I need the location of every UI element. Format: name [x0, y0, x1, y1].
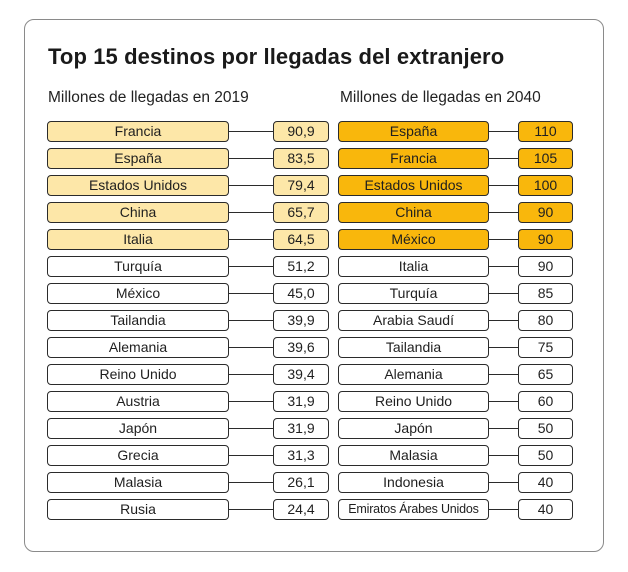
value-label: 50 [518, 418, 573, 439]
country-label: Italia [47, 229, 229, 250]
country-label: Reino Unido [338, 391, 489, 412]
connector-line [489, 482, 518, 483]
country-label: México [338, 229, 489, 250]
connector-line [489, 131, 518, 132]
value-label: 90,9 [273, 121, 329, 142]
connector-line [489, 266, 518, 267]
country-label: Reino Unido [47, 364, 229, 385]
value-label: 50 [518, 445, 573, 466]
value-label: 83,5 [273, 148, 329, 169]
value-label: 65 [518, 364, 573, 385]
value-label: 31,3 [273, 445, 329, 466]
country-label: Malasia [47, 472, 229, 493]
country-label: España [47, 148, 229, 169]
connector-line [229, 158, 273, 159]
country-label: Indonesia [338, 472, 489, 493]
connector-line [489, 374, 518, 375]
connector-line [489, 293, 518, 294]
value-label: 85 [518, 283, 573, 304]
value-label: 40 [518, 472, 573, 493]
country-label: España [338, 121, 489, 142]
value-label: 75 [518, 337, 573, 358]
connector-line [229, 185, 273, 186]
country-label: Arabia Saudí [338, 310, 489, 331]
country-label: Francia [338, 148, 489, 169]
country-label: Alemania [47, 337, 229, 358]
country-label: Rusia [47, 499, 229, 520]
connector-line [229, 347, 273, 348]
country-label: Austria [47, 391, 229, 412]
connector-line [489, 212, 518, 213]
value-label: 24,4 [273, 499, 329, 520]
subtitle-2040: Millones de llegadas en 2040 [340, 89, 541, 106]
value-label: 26,1 [273, 472, 329, 493]
value-label: 65,7 [273, 202, 329, 223]
subtitle-2019: Millones de llegadas en 2019 [48, 89, 249, 106]
value-label: 79,4 [273, 175, 329, 196]
value-label: 90 [518, 256, 573, 277]
value-label: 90 [518, 202, 573, 223]
connector-line [489, 509, 518, 510]
connector-line [489, 455, 518, 456]
value-label: 45,0 [273, 283, 329, 304]
connector-line [229, 320, 273, 321]
connector-line [229, 401, 273, 402]
value-label: 31,9 [273, 391, 329, 412]
value-label: 60 [518, 391, 573, 412]
connector-line [489, 347, 518, 348]
value-label: 110 [518, 121, 573, 142]
value-label: 31,9 [273, 418, 329, 439]
value-label: 64,5 [273, 229, 329, 250]
country-label: Estados Unidos [47, 175, 229, 196]
connector-line [489, 185, 518, 186]
connector-line [229, 131, 273, 132]
country-label: México [47, 283, 229, 304]
value-label: 51,2 [273, 256, 329, 277]
value-label: 40 [518, 499, 573, 520]
value-label: 39,6 [273, 337, 329, 358]
country-label: Turquía [338, 283, 489, 304]
connector-line [229, 428, 273, 429]
value-label: 80 [518, 310, 573, 331]
country-label: Tailandia [47, 310, 229, 331]
country-label: Tailandia [338, 337, 489, 358]
connector-line [229, 509, 273, 510]
connector-line [229, 455, 273, 456]
value-label: 39,9 [273, 310, 329, 331]
connector-line [489, 239, 518, 240]
value-label: 105 [518, 148, 573, 169]
country-label: Italia [338, 256, 489, 277]
value-label: 90 [518, 229, 573, 250]
chart-title: Top 15 destinos por llegadas del extranj… [48, 44, 505, 69]
connector-line [229, 239, 273, 240]
connector-line [229, 212, 273, 213]
country-label: Alemania [338, 364, 489, 385]
connector-line [489, 401, 518, 402]
connector-line [489, 428, 518, 429]
value-label: 100 [518, 175, 573, 196]
connector-line [229, 293, 273, 294]
connector-line [229, 482, 273, 483]
country-label: China [47, 202, 229, 223]
country-label: Grecia [47, 445, 229, 466]
country-label: Estados Unidos [338, 175, 489, 196]
country-label: Japón [338, 418, 489, 439]
country-label: Francia [47, 121, 229, 142]
connector-line [229, 374, 273, 375]
country-label: Japón [47, 418, 229, 439]
connector-line [489, 320, 518, 321]
country-label: Turquía [47, 256, 229, 277]
connector-line [489, 158, 518, 159]
value-label: 39,4 [273, 364, 329, 385]
connector-line [229, 266, 273, 267]
country-label: Malasia [338, 445, 489, 466]
country-label: Emiratos Árabes Unidos [338, 499, 489, 520]
country-label: China [338, 202, 489, 223]
